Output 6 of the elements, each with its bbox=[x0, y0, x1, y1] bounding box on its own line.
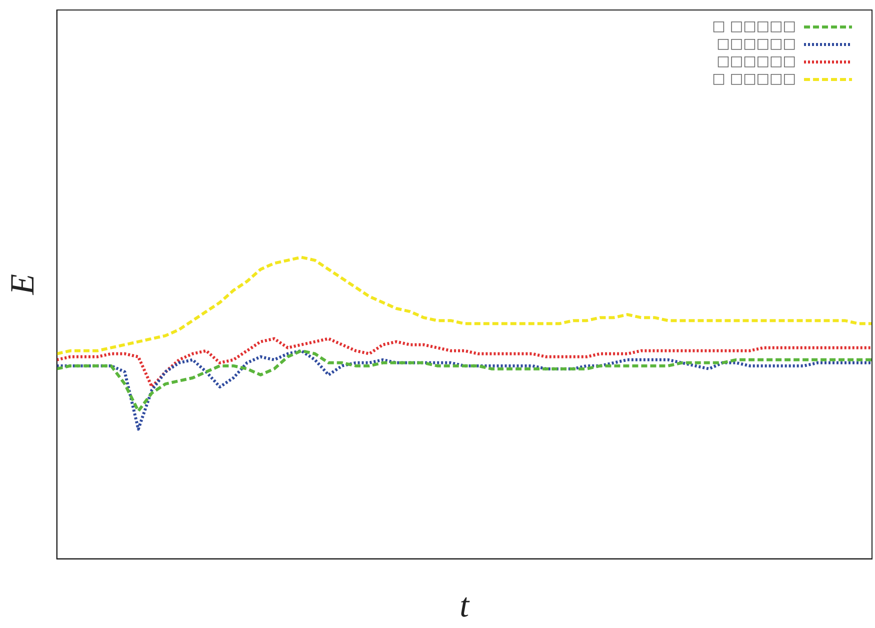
x-axis-title: t bbox=[460, 588, 471, 625]
legend-label: □ □□□□□ bbox=[712, 71, 796, 88]
legend-label: □□□□□□ bbox=[716, 36, 796, 52]
legend-label: □ □□□□□ bbox=[712, 18, 796, 35]
legend-label: □□□□□□ bbox=[716, 54, 796, 70]
y-axis-title: E bbox=[4, 274, 42, 296]
